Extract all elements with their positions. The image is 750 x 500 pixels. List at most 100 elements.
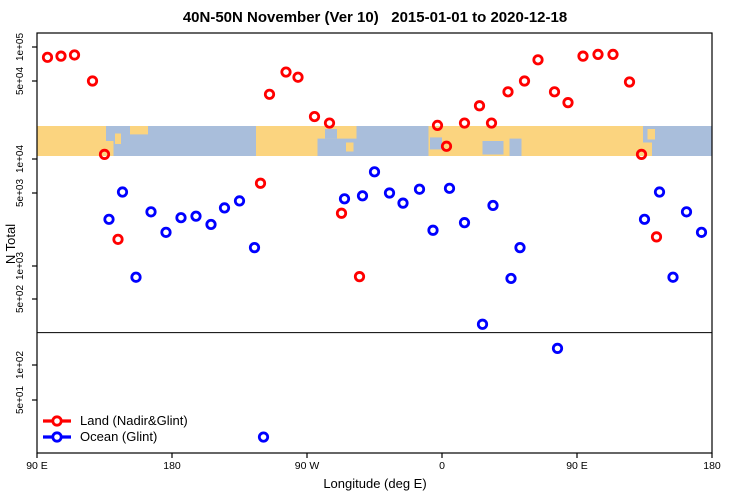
data-point-land [292, 71, 304, 83]
data-point-land [458, 117, 471, 129]
data-point-ocean [476, 318, 489, 330]
chart-title: 40N-50N November (Ver 10) 2015-01-01 to … [182, 9, 568, 26]
data-point-ocean [638, 213, 651, 225]
data-point-ocean [356, 190, 369, 202]
data-point-land [485, 117, 498, 129]
y-tick-label: 1e+02 [15, 351, 26, 380]
data-point-ocean [160, 226, 172, 238]
y-tick-label: 5e+02 [15, 285, 26, 314]
legend-item-ocean: Ocean (Glint) [42, 429, 188, 444]
data-point-ocean [145, 206, 157, 218]
map-band-patch [482, 141, 504, 155]
map-band-patch [130, 126, 148, 135]
y-axis-title: N Total [3, 223, 18, 265]
data-point-land [68, 49, 81, 61]
map-band-patch [115, 133, 121, 144]
data-point-land [335, 207, 348, 219]
data-point-land [592, 48, 604, 60]
data-point-land [577, 50, 589, 62]
data-point-land [98, 148, 111, 160]
map-band-patch [430, 137, 442, 150]
y-tick-label: 5e+04 [15, 67, 26, 96]
data-point-ocean [680, 206, 693, 218]
plot-border [36, 32, 713, 454]
data-point-ocean [443, 182, 456, 194]
map-band-segment [428, 126, 643, 156]
data-point-ocean [667, 271, 679, 283]
data-point-land [41, 51, 54, 63]
map-band-patch [509, 138, 522, 156]
map-band-segment [37, 126, 106, 156]
data-point-land [353, 271, 366, 283]
x-tick-label: 0 [439, 460, 445, 472]
land-series-swatch-icon [43, 414, 71, 427]
x-tick-label: 90 E [26, 460, 48, 472]
x-axis-title: Longitude (deg E) [323, 476, 427, 491]
data-point-land [518, 75, 531, 87]
data-point-land [532, 54, 544, 66]
data-point-ocean [103, 213, 115, 225]
data-point-ocean [458, 217, 471, 229]
data-point-ocean [205, 218, 217, 231]
data-point-ocean [257, 431, 270, 443]
data-point-land [440, 140, 453, 152]
data-point-ocean [487, 199, 499, 212]
data-point-land [635, 148, 648, 160]
data-point-ocean [413, 183, 426, 195]
data-point-land [112, 233, 124, 245]
data-point-land [562, 97, 574, 109]
data-point-ocean [368, 166, 381, 178]
data-point-ocean [130, 271, 142, 283]
data-point-ocean [653, 186, 666, 198]
data-point-ocean [695, 226, 708, 238]
data-point-ocean [190, 210, 202, 222]
x-tick-label: 180 [163, 460, 181, 472]
data-point-land [323, 117, 336, 129]
data-point-ocean [218, 202, 231, 214]
data-point-land [548, 86, 561, 98]
data-point-ocean [397, 197, 409, 209]
x-tick-label: 180 [703, 460, 721, 472]
data-point-land [650, 231, 663, 243]
y-tick-label: 1e+03 [15, 252, 26, 281]
map-band-segment [256, 126, 318, 156]
legend-label-ocean: Ocean (Glint) [80, 429, 158, 444]
map-band-patch [325, 129, 337, 139]
data-point-ocean [233, 195, 246, 207]
x-tick-label: 90 W [295, 460, 320, 472]
legend-label-land: Land (Nadir&Glint) [80, 413, 188, 428]
data-point-ocean [427, 224, 439, 236]
map-band-segment [106, 126, 256, 156]
data-point-ocean [514, 242, 526, 254]
data-point-land [502, 86, 514, 98]
data-point-land [308, 110, 321, 123]
legend: Land (Nadir&Glint) Ocean (Glint) [42, 413, 188, 445]
data-point-ocean [338, 193, 351, 205]
y-tick-label: 5e+01 [15, 386, 26, 415]
map-band-patch [346, 142, 354, 152]
x-tick-label: 90 E [566, 460, 588, 472]
map-band-patch [643, 142, 652, 156]
data-point-land [623, 76, 636, 88]
data-point-land [254, 177, 267, 189]
data-point-land [607, 48, 619, 60]
y-tick-label: 1e+05 [15, 33, 26, 62]
data-point-ocean [116, 186, 129, 198]
legend-item-land: Land (Nadir&Glint) [42, 413, 188, 428]
data-point-ocean [175, 212, 187, 224]
data-point-ocean [505, 272, 517, 285]
data-point-ocean [383, 187, 396, 199]
data-point-land [86, 75, 99, 87]
data-point-land [55, 50, 67, 62]
map-band-patch [106, 141, 114, 156]
data-point-land [473, 100, 486, 112]
y-tick-label: 5e+03 [15, 179, 26, 208]
map-band-patch [647, 129, 655, 140]
data-point-land [280, 66, 292, 78]
ocean-series-swatch-icon [43, 430, 71, 443]
data-point-land [431, 119, 444, 132]
data-point-ocean [551, 342, 564, 354]
data-point-land [263, 88, 276, 100]
